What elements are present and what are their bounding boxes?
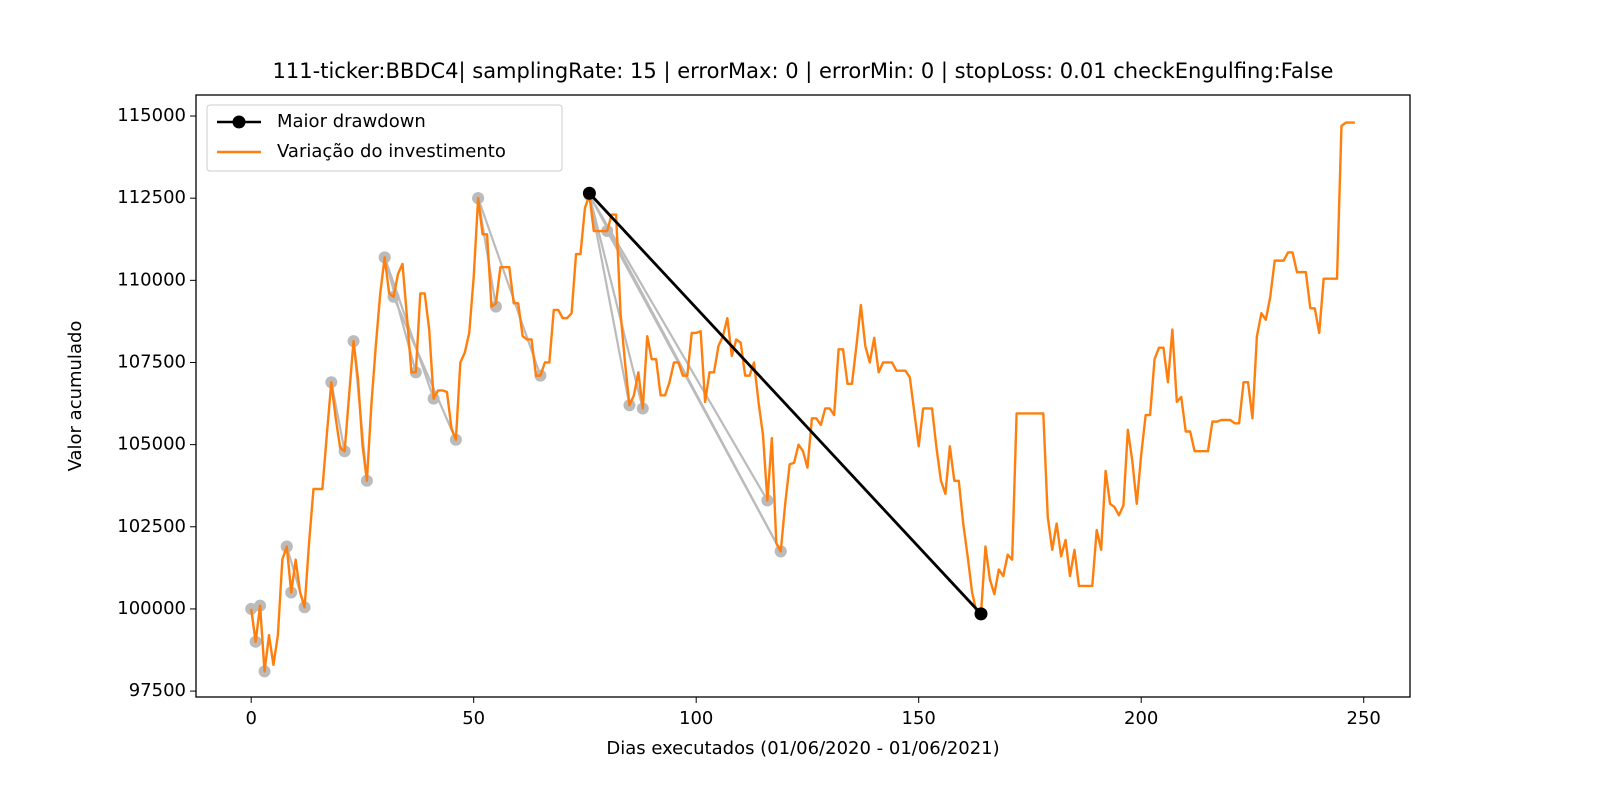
x-axis-label: Dias executados (01/06/2020 - 01/06/2021… [606,738,999,759]
x-tick-label: 50 [462,708,485,729]
gray-segment [606,230,782,552]
gray-segment [588,194,769,502]
legend-label: Variação do investimento [277,141,506,162]
series-line [249,121,1355,673]
series-line [588,192,983,615]
y-tick-label: 112500 [117,187,186,208]
y-tick-label: 100000 [117,598,186,619]
plot [245,121,1355,678]
chart-title: 111-ticker:BBDC4| samplingRate: 15 | err… [273,59,1334,84]
y-tick-label: 102500 [117,516,186,537]
x-tick-label: 150 [902,708,936,729]
series-point [974,607,988,621]
legend-label: Maior drawdown [277,111,426,132]
x-tick-label: 0 [245,708,256,729]
y-tick-label: 97500 [129,680,186,701]
y-tick-label: 115000 [117,105,186,126]
gray-segment [477,197,542,376]
x-tick-label: 250 [1347,708,1381,729]
gray-segment [392,296,457,441]
plot-frame [195,94,1411,698]
legend-marker [232,115,246,129]
y-tick-label: 110000 [117,269,186,290]
y-axis-label: Valor acumulado [65,321,86,472]
x-tick-label: 200 [1124,708,1158,729]
legend: Maior drawdown Variação do investimento [206,104,563,172]
y-tick-label: 105000 [117,434,186,455]
legend-box [206,104,563,172]
gray-point [489,300,502,313]
gray-segment [383,256,435,399]
y-tick-label: 107500 [117,351,186,372]
series-point [582,186,596,200]
x-tick-label: 100 [679,708,713,729]
